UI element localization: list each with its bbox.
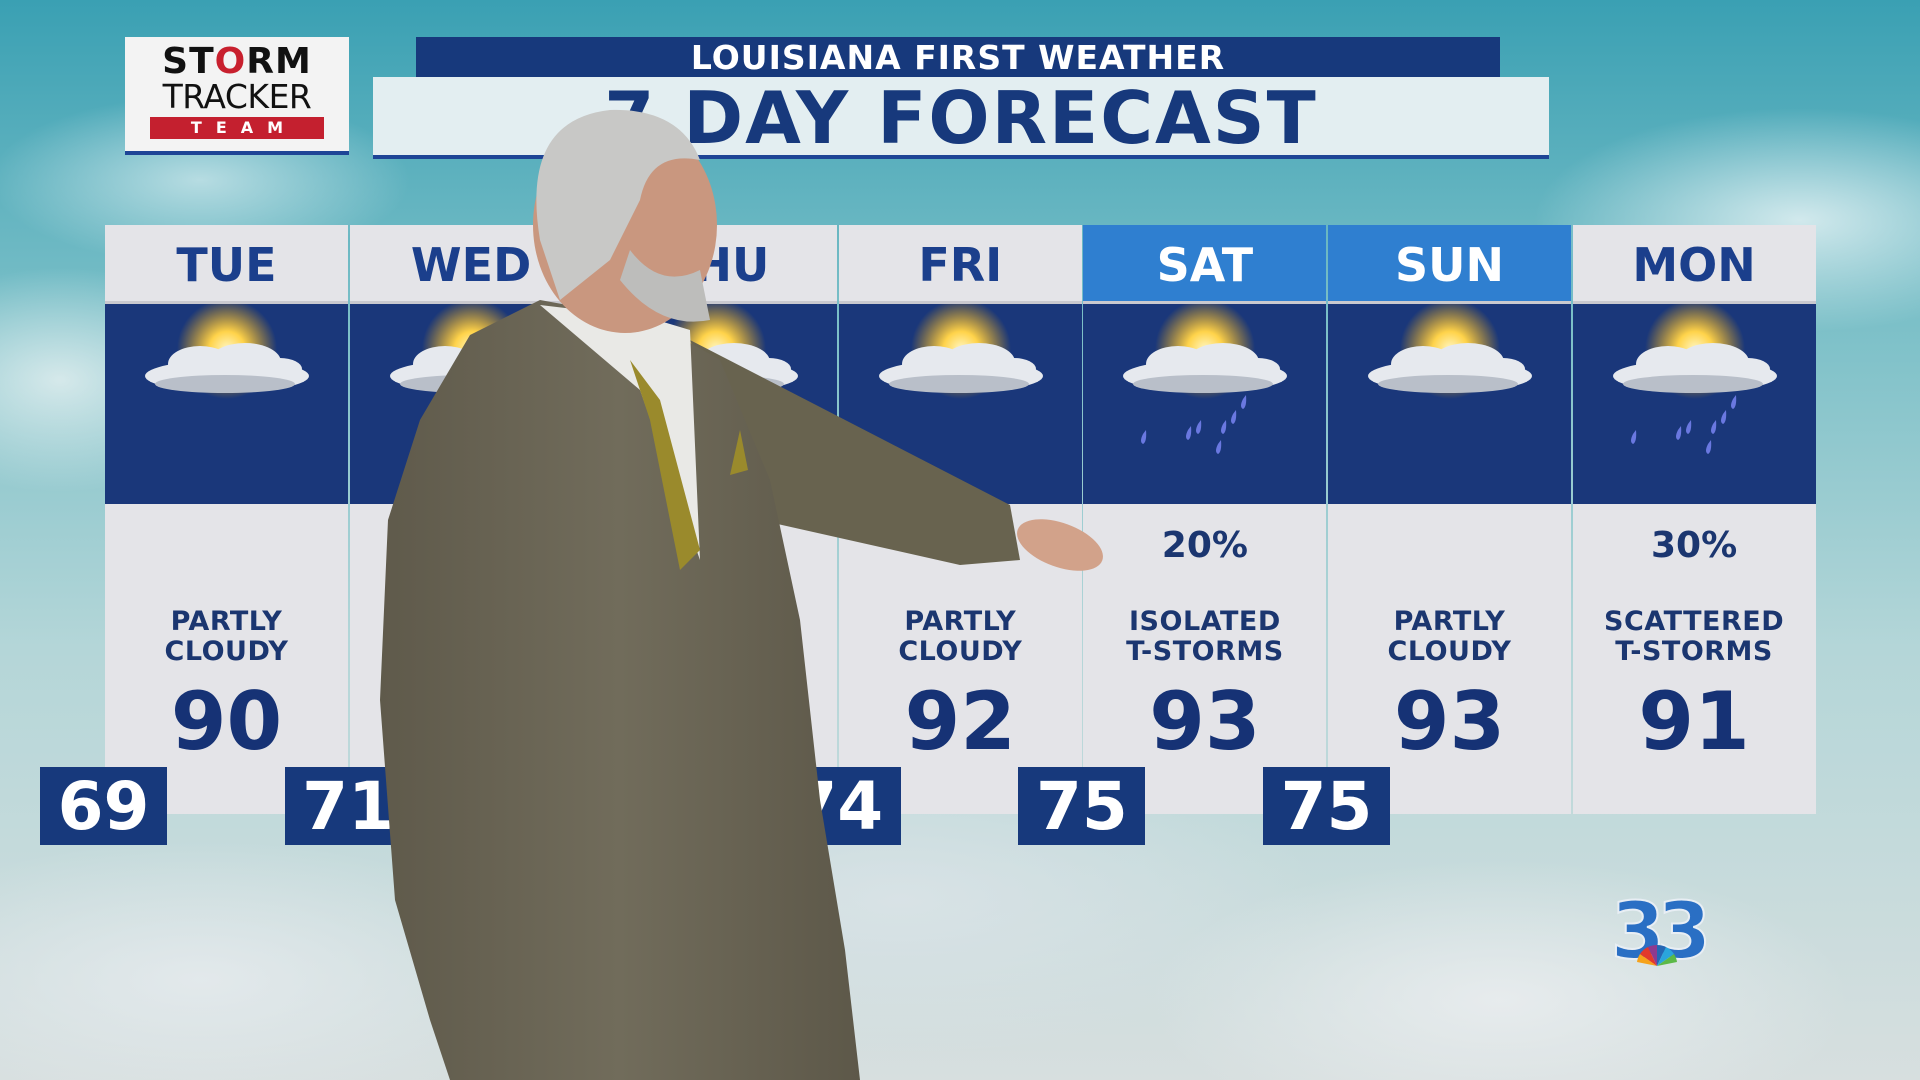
precip-chance: 20% (1161, 525, 1248, 566)
condition-line: CLOUDY (164, 636, 289, 667)
day-label: SUN (1328, 225, 1571, 304)
day-column-mon: MON 30% SCATTERED T-STORMS 91 (1572, 225, 1816, 814)
high-temp: 93 (1393, 675, 1506, 768)
high-temp: 90 (170, 675, 283, 768)
partly-cloudy-rain-icon (1083, 299, 1327, 504)
low-temp: 75 (1018, 767, 1146, 845)
condition-line: T-STORMS (1615, 636, 1773, 667)
partly-cloudy-icon (349, 299, 593, 504)
condition: SCATTERED T-STORMS (1573, 607, 1816, 667)
station-banner: LOUISIANA FIRST WEATHER (416, 37, 1500, 77)
day-column-thu: THU (594, 225, 838, 814)
condition-line: ISOLATED (1129, 606, 1281, 637)
day-column-wed: WED (349, 225, 593, 814)
condition-line: PARTLY (170, 606, 283, 637)
day-label: MON (1572, 225, 1816, 304)
condition-line: PARTLY (904, 606, 1017, 637)
low-temp: 71 (284, 767, 412, 845)
storm-tracker-team-logo: STORM TRACKER TEAM (125, 37, 349, 155)
condition-line: T-STORMS (1126, 636, 1284, 667)
low-temp: 74 (773, 767, 901, 845)
condition-line: CLOUDY (898, 636, 1023, 667)
partly-cloudy-icon (838, 299, 1082, 504)
day-label: THU (594, 225, 838, 304)
partly-cloudy-icon (105, 299, 348, 504)
partly-cloudy-icon (1328, 299, 1571, 504)
condition-line: CLOUDY (1387, 636, 1512, 667)
day-label: WED (349, 225, 593, 304)
day-label: SAT (1083, 225, 1327, 304)
condition: PARTLY CLOUDY (1328, 607, 1571, 667)
low-temp: 69 (40, 767, 167, 845)
day-label: FRI (838, 225, 1082, 304)
high-temp: 93 (1149, 675, 1261, 768)
day-label: TUE (105, 225, 348, 304)
day-column-sun: SUN PARTLY CLOUDY 93 (1328, 225, 1571, 814)
condition: PARTLY CLOUDY (839, 607, 1082, 667)
logo-text: TEAM (150, 117, 324, 139)
page-title: 7 DAY FORECAST (373, 77, 1549, 159)
condition: ISOLATED T-STORMS (1083, 607, 1326, 667)
low-temp: 73 (529, 767, 657, 845)
low-temp: 75 (1263, 767, 1390, 845)
logo-text: TRACKER (162, 77, 312, 116)
condition-line: PARTLY (1393, 606, 1506, 637)
partly-cloudy-icon (594, 299, 838, 504)
partly-cloudy-rain-icon (1572, 299, 1816, 504)
logo-text: ST (162, 41, 215, 82)
high-temp: 91 (1638, 675, 1750, 768)
high-temp: 92 (904, 675, 1016, 768)
day-column-tue: TUE PARTLY CLOUDY 90 (105, 225, 348, 814)
logo-text: RM (246, 41, 312, 82)
hurricane-icon: O (214, 41, 247, 82)
condition-line: SCATTERED (1604, 606, 1785, 637)
day-column-fri: FRI PARTLY CLOUDY 92 (838, 225, 1082, 814)
wvla-33-nbc-logo: 33 (1610, 894, 1715, 970)
day-column-sat: SAT 20% ISOLATED T-STORMS 93 (1083, 225, 1327, 814)
precip-chance: 30% (1651, 525, 1738, 566)
condition: PARTLY CLOUDY (105, 607, 348, 667)
